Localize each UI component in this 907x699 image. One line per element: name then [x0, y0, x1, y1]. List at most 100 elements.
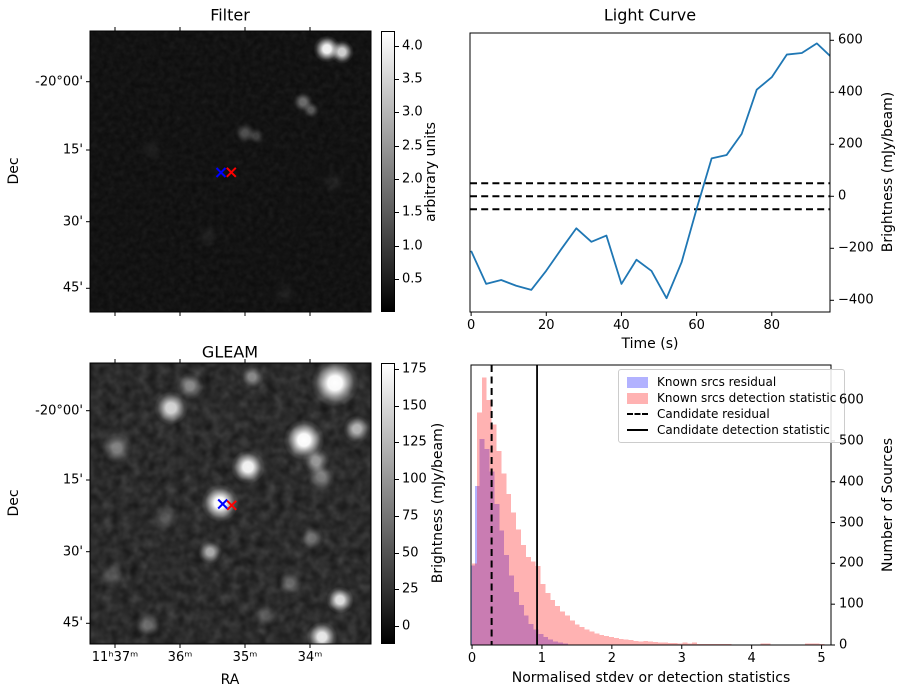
detection-hist-bar — [633, 640, 639, 645]
gleam-colorbar-tick-label: 75 — [402, 508, 419, 524]
detection-hist-bar — [599, 634, 605, 645]
light-curve-line — [470, 42, 830, 300]
plot-canvas — [470, 364, 835, 649]
filter-title: Filter — [210, 5, 250, 25]
detection-hist-bar — [613, 638, 619, 645]
x-marker — [217, 498, 228, 510]
filter-colorbar-tick-label: 2.5 — [402, 138, 423, 154]
residual-hist-bar — [528, 623, 534, 645]
source-blob — [273, 281, 297, 305]
detection-hist-bar — [535, 566, 541, 645]
source-blob — [343, 415, 371, 443]
detection-hist-bar — [511, 512, 517, 645]
light-curve-ytick-label: −400 — [838, 292, 874, 308]
detection-hist-bar — [657, 642, 663, 645]
detection-hist-bar — [667, 642, 673, 645]
detection-hist-bar — [516, 529, 521, 645]
filter-ylabel: Dec — [6, 157, 22, 185]
gleam-xtick-label: 34ᵐ — [297, 650, 323, 665]
detection-hist-bar — [584, 629, 590, 645]
detection-hist-bar — [545, 592, 551, 645]
source-blob — [302, 101, 320, 119]
detection-hist-bar — [628, 640, 634, 645]
colorbar-tick — [395, 279, 399, 280]
source-blob — [198, 540, 222, 564]
light-curve-ytick-label: 0 — [838, 188, 847, 204]
detection-hist-bar — [682, 642, 688, 645]
residual-hist-bar — [499, 530, 505, 645]
colorbar-tick — [395, 552, 399, 554]
source-blob — [231, 450, 265, 484]
colorbar-tick — [395, 589, 399, 591]
light-curve-ytick-label: 200 — [838, 136, 863, 152]
axes-frame — [89, 30, 372, 313]
residual-hist-bar — [504, 555, 510, 645]
detection-hist-bar — [804, 643, 810, 645]
source-blob — [98, 561, 126, 589]
source-blob — [247, 127, 265, 145]
colorbar-tick — [395, 625, 399, 627]
gleam-colorbar-tick-label: 100 — [402, 471, 427, 487]
source-blob — [311, 363, 359, 407]
filter-ytick-label: 15' — [62, 142, 83, 158]
source-blob — [307, 463, 335, 491]
sky-image — [90, 31, 371, 312]
histogram-xtick-label: 2 — [607, 651, 616, 666]
legend-label-candidate-detection: Candidate detection statistic — [657, 423, 830, 437]
detection-hist-bar — [702, 643, 707, 645]
residual-hist-bar — [538, 633, 544, 645]
axes-frame — [470, 364, 832, 646]
source-blob — [278, 571, 302, 595]
source-blob — [201, 484, 239, 522]
detection-hist-bar — [594, 633, 600, 645]
detection-hist-bar — [574, 624, 580, 645]
colorbar-tick — [395, 79, 399, 80]
light-curve-ylabel: Brightness (mJy/beam) — [880, 91, 896, 253]
histogram-xtick-label: 1 — [537, 651, 547, 666]
gleam-ytick-label: 30' — [62, 544, 83, 560]
detection-hist-bar — [525, 557, 531, 645]
gleam-xtick-label: 36ᵐ — [167, 650, 193, 665]
plot-canvas — [469, 32, 834, 316]
source-blob — [254, 603, 278, 627]
light-curve-ytick-label: −200 — [838, 240, 874, 256]
gleam-colorbar — [381, 363, 395, 644]
detection-hist-bar — [604, 636, 610, 645]
light-curve-xtick-label: 0 — [466, 318, 476, 333]
residual-hist-bar — [474, 485, 480, 645]
detection-hist-bar — [555, 606, 561, 645]
colorbar-tick — [395, 245, 399, 247]
residual-hist-bar — [479, 438, 485, 645]
residual-hist-bar — [513, 591, 519, 645]
histogram-ytick-label: 500 — [839, 433, 864, 449]
detection-hist-bar — [491, 424, 497, 645]
detection-hist-bar — [540, 583, 546, 645]
light-curve-ytick-label: 600 — [838, 32, 863, 48]
filter-colorbar-tick-label: 1.0 — [402, 238, 423, 254]
x-marker — [226, 500, 237, 511]
detection-hist-bar — [520, 545, 526, 645]
residual-hist-bar — [518, 605, 524, 645]
residual-hist-bar — [471, 565, 475, 645]
detection-hist-bar — [687, 643, 693, 645]
residual-hist-bar — [562, 643, 568, 645]
filter-ytick-label: -20°00' — [35, 74, 83, 90]
colorbar-tick — [395, 112, 399, 114]
legend-item: Known srcs residual — [627, 375, 836, 389]
histogram-xtick-label: 5 — [817, 651, 826, 666]
histogram-ytick-label: 200 — [839, 555, 864, 571]
detection-hist-bar — [672, 642, 678, 645]
colorbar-tick — [395, 405, 399, 407]
histogram-xtick-label: 0 — [467, 651, 477, 666]
legend-label-detection: Known srcs detection statistic — [657, 391, 837, 405]
filter-ytick-label: 45' — [62, 280, 83, 296]
detection-hist-bar — [472, 563, 477, 645]
detection-hist-bar — [476, 412, 482, 645]
residual-hist-bar — [509, 575, 514, 645]
detection-hist-bar — [589, 631, 595, 645]
source-blob — [321, 171, 345, 195]
gleam-ytick-label: 45' — [62, 615, 83, 631]
light-curve-ytick-label: 400 — [838, 84, 863, 100]
residual-hist-bar — [543, 637, 549, 645]
residual-hist-bar — [548, 639, 554, 645]
